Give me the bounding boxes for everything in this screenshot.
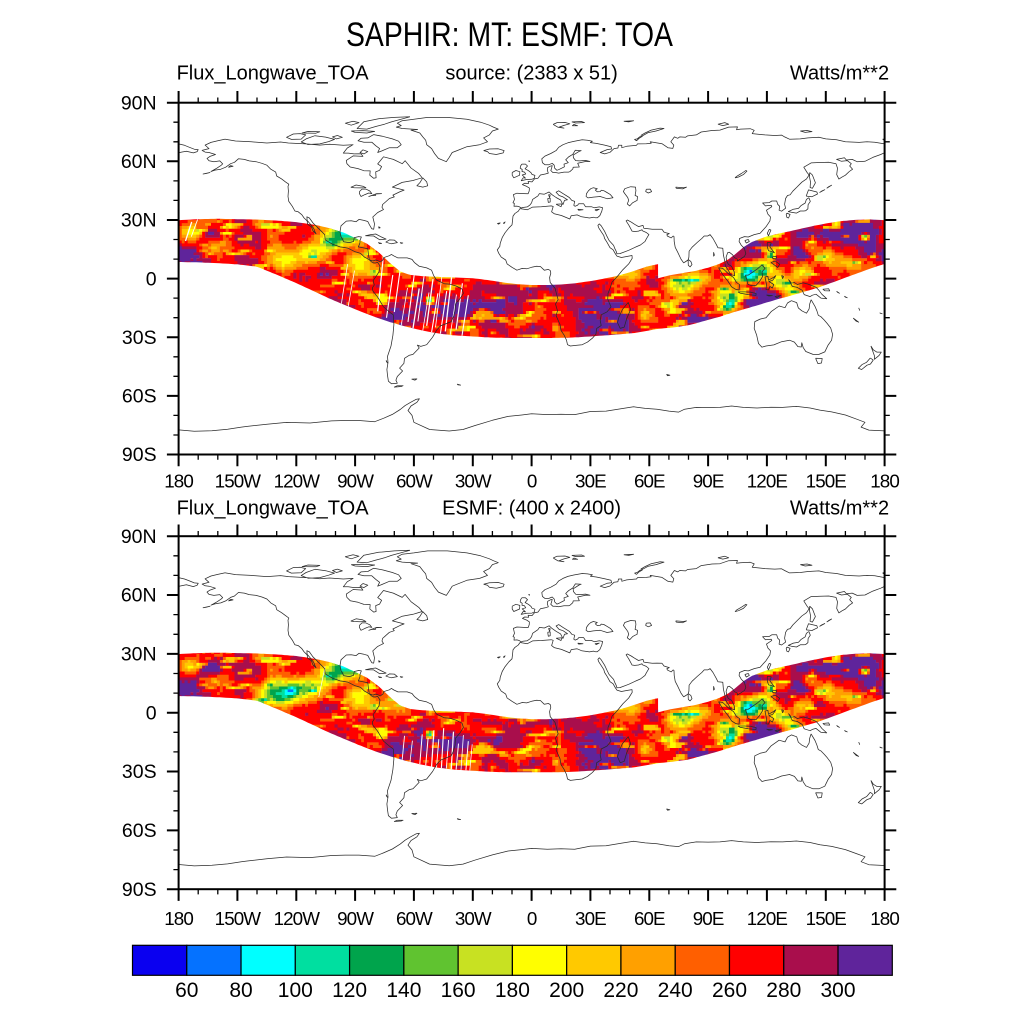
svg-text:200: 200 — [549, 979, 584, 1002]
svg-text:150W: 150W — [215, 908, 262, 929]
svg-text:100: 100 — [278, 979, 313, 1002]
svg-text:source: (2383 x 51): source: (2383 x 51) — [445, 63, 617, 85]
svg-text:90E: 90E — [693, 908, 724, 929]
svg-text:300: 300 — [820, 979, 855, 1002]
svg-text:140: 140 — [386, 979, 421, 1002]
svg-text:90S: 90S — [122, 879, 157, 901]
svg-text:120E: 120E — [747, 471, 788, 492]
svg-text:260: 260 — [712, 979, 747, 1002]
svg-text:Watts/m**2: Watts/m**2 — [790, 498, 889, 520]
svg-text:Flux_Longwave_TOA: Flux_Longwave_TOA — [177, 63, 370, 85]
svg-text:0: 0 — [146, 268, 157, 290]
svg-text:180: 180 — [870, 908, 899, 929]
svg-text:Watts/m**2: Watts/m**2 — [790, 63, 889, 85]
svg-text:0: 0 — [527, 471, 537, 492]
svg-text:90W: 90W — [337, 471, 374, 492]
svg-text:ESMF: (400 x 2400): ESMF: (400 x 2400) — [442, 498, 621, 520]
svg-text:30W: 30W — [455, 471, 492, 492]
svg-text:180: 180 — [164, 908, 193, 929]
svg-text:60E: 60E — [634, 471, 665, 492]
svg-text:220: 220 — [603, 979, 638, 1002]
svg-text:240: 240 — [658, 979, 693, 1002]
svg-text:60S: 60S — [122, 386, 157, 408]
svg-text:120E: 120E — [747, 908, 788, 929]
svg-text:180: 180 — [870, 471, 899, 492]
svg-text:60: 60 — [175, 979, 198, 1002]
svg-text:30E: 30E — [575, 908, 606, 929]
svg-text:30S: 30S — [122, 327, 157, 349]
svg-text:80: 80 — [229, 979, 252, 1002]
svg-text:30N: 30N — [121, 210, 157, 232]
svg-text:Flux_Longwave_TOA: Flux_Longwave_TOA — [177, 498, 370, 520]
svg-text:90N: 90N — [121, 526, 157, 548]
svg-text:120W: 120W — [274, 908, 321, 929]
svg-text:90S: 90S — [122, 444, 157, 466]
svg-text:60S: 60S — [122, 820, 157, 842]
svg-text:60E: 60E — [634, 908, 665, 929]
svg-text:90N: 90N — [121, 92, 157, 114]
svg-text:30N: 30N — [121, 644, 157, 666]
svg-text:30E: 30E — [575, 471, 606, 492]
svg-text:SAPHIR: MT: ESMF: TOA: SAPHIR: MT: ESMF: TOA — [346, 16, 673, 54]
svg-text:160: 160 — [441, 979, 476, 1002]
svg-text:60W: 60W — [396, 908, 433, 929]
svg-text:280: 280 — [766, 979, 801, 1002]
svg-text:150W: 150W — [215, 471, 262, 492]
svg-text:90W: 90W — [337, 908, 374, 929]
svg-text:60N: 60N — [121, 151, 157, 173]
svg-text:90E: 90E — [693, 471, 724, 492]
svg-text:180: 180 — [495, 979, 530, 1002]
svg-text:120W: 120W — [274, 471, 321, 492]
svg-text:60N: 60N — [121, 585, 157, 607]
svg-text:180: 180 — [164, 471, 193, 492]
svg-text:150E: 150E — [806, 471, 847, 492]
svg-text:150E: 150E — [806, 908, 847, 929]
svg-text:60W: 60W — [396, 471, 433, 492]
svg-text:0: 0 — [146, 702, 157, 724]
svg-text:30S: 30S — [122, 761, 157, 783]
svg-text:30W: 30W — [455, 908, 492, 929]
svg-text:0: 0 — [527, 908, 537, 929]
svg-text:120: 120 — [332, 979, 367, 1002]
